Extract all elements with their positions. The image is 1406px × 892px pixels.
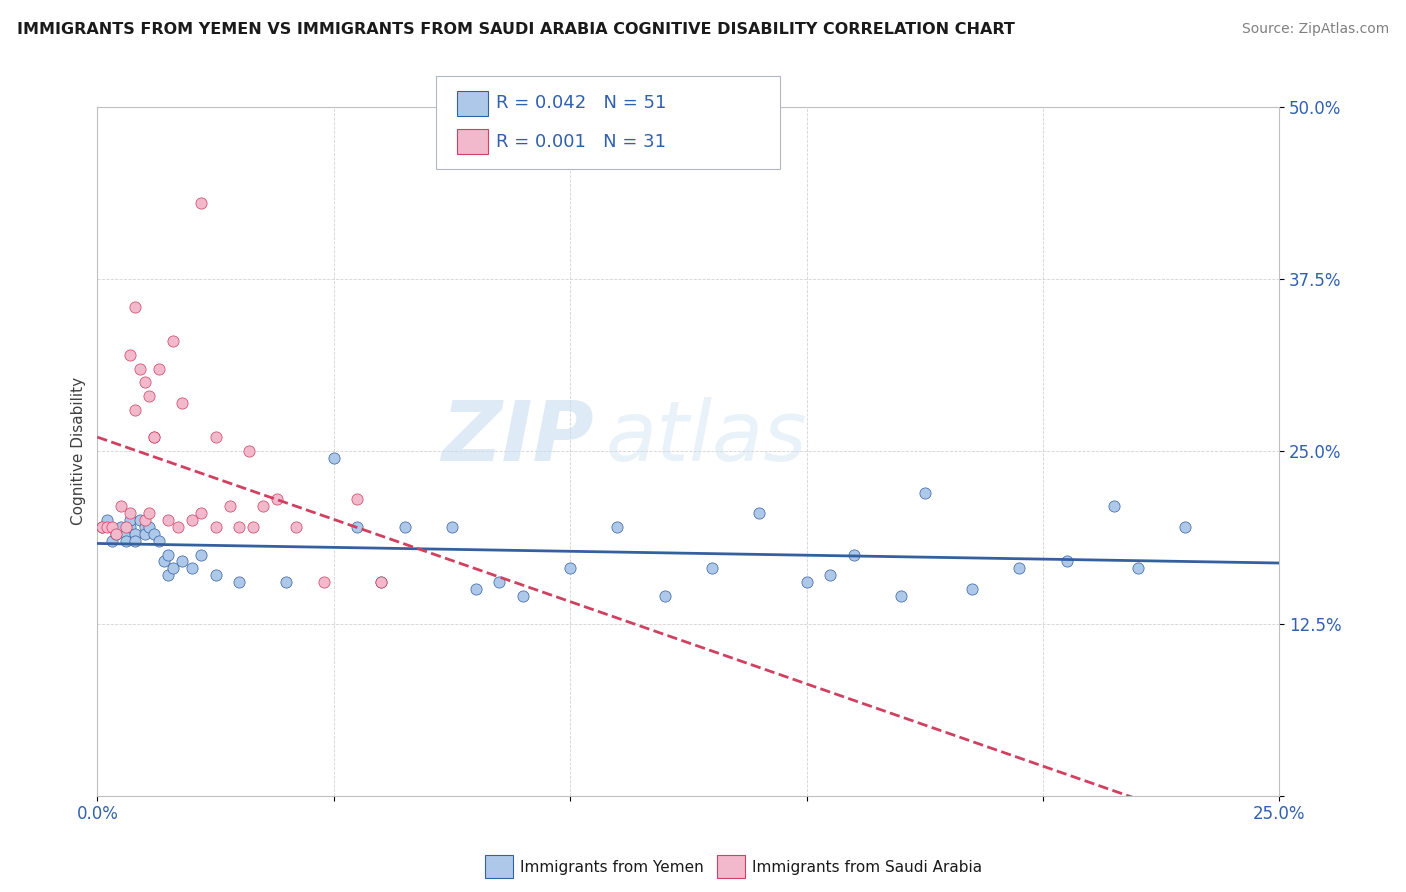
Point <box>276 575 298 590</box>
Point <box>100 533 122 548</box>
Point <box>105 527 128 541</box>
Point <box>120 513 142 527</box>
Point <box>464 582 486 596</box>
Point <box>204 568 226 582</box>
Point <box>124 403 146 417</box>
Point <box>180 513 202 527</box>
Point <box>114 520 136 534</box>
Text: Source: ZipAtlas.com: Source: ZipAtlas.com <box>1241 22 1389 37</box>
Point <box>204 520 226 534</box>
Text: IMMIGRANTS FROM YEMEN VS IMMIGRANTS FROM SAUDI ARABIA COGNITIVE DISABILITY CORRE: IMMIGRANTS FROM YEMEN VS IMMIGRANTS FROM… <box>17 22 1015 37</box>
Point <box>120 348 142 362</box>
Point <box>190 548 212 562</box>
Point <box>114 533 136 548</box>
Point <box>960 582 983 596</box>
Point <box>166 520 188 534</box>
Point <box>134 376 156 390</box>
Point <box>172 554 194 568</box>
Point <box>91 520 114 534</box>
Point <box>129 361 152 376</box>
Point <box>218 500 240 514</box>
Point <box>314 575 336 590</box>
Point <box>124 527 146 541</box>
Point <box>266 492 288 507</box>
Point <box>228 520 250 534</box>
Point <box>488 575 510 590</box>
Point <box>842 548 865 562</box>
Point <box>110 520 132 534</box>
Point <box>512 589 534 603</box>
Point <box>134 513 156 527</box>
Point <box>96 513 118 527</box>
Text: Immigrants from Yemen: Immigrants from Yemen <box>520 860 704 874</box>
Point <box>654 589 676 603</box>
Point <box>820 568 842 582</box>
Point <box>190 196 212 211</box>
Point <box>370 575 392 590</box>
Point <box>606 520 628 534</box>
Point <box>152 554 174 568</box>
Point <box>157 568 180 582</box>
Point <box>322 451 344 466</box>
Point <box>204 430 226 444</box>
Point <box>914 485 936 500</box>
Point <box>180 561 202 575</box>
Point <box>346 492 368 507</box>
Point <box>100 520 122 534</box>
Point <box>560 561 582 575</box>
Point <box>120 520 142 534</box>
Text: Immigrants from Saudi Arabia: Immigrants from Saudi Arabia <box>752 860 983 874</box>
Point <box>796 575 818 590</box>
Point <box>148 361 170 376</box>
Point <box>124 300 146 314</box>
Point <box>1056 554 1078 568</box>
Point <box>120 506 142 520</box>
Point <box>91 520 114 534</box>
Point <box>1008 561 1031 575</box>
Point <box>370 575 392 590</box>
Point <box>172 396 194 410</box>
Point <box>96 520 118 534</box>
Point <box>1174 520 1197 534</box>
Point <box>124 533 146 548</box>
Point <box>110 500 132 514</box>
Point <box>238 444 260 458</box>
Point <box>134 520 156 534</box>
Point <box>1102 500 1125 514</box>
Point <box>157 548 180 562</box>
Point <box>252 500 274 514</box>
Point <box>394 520 416 534</box>
Point <box>440 520 463 534</box>
Point <box>148 533 170 548</box>
Point <box>143 527 166 541</box>
Text: atlas: atlas <box>606 397 807 478</box>
Point <box>190 506 212 520</box>
Point <box>162 334 184 348</box>
Point <box>138 506 160 520</box>
Point <box>105 527 128 541</box>
Point <box>242 520 264 534</box>
Point <box>228 575 250 590</box>
Point <box>138 520 160 534</box>
Text: ZIP: ZIP <box>441 397 593 478</box>
Point <box>143 430 166 444</box>
Point <box>129 513 152 527</box>
Text: R = 0.001   N = 31: R = 0.001 N = 31 <box>496 133 666 151</box>
Point <box>138 389 160 403</box>
Point <box>700 561 723 575</box>
Point <box>162 561 184 575</box>
Point <box>284 520 307 534</box>
Point <box>134 527 156 541</box>
Point <box>143 430 166 444</box>
Text: R = 0.042   N = 51: R = 0.042 N = 51 <box>496 95 666 112</box>
Point <box>890 589 912 603</box>
Point <box>346 520 368 534</box>
Point <box>114 527 136 541</box>
Point <box>748 506 770 520</box>
Y-axis label: Cognitive Disability: Cognitive Disability <box>72 377 86 525</box>
Point <box>1126 561 1149 575</box>
Point <box>157 513 180 527</box>
